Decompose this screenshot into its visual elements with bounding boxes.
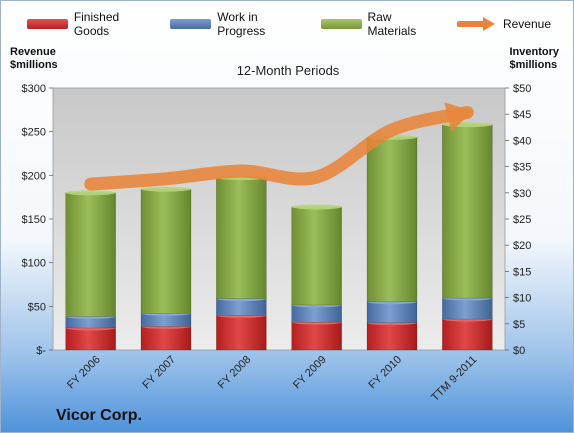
right-tick-label: $15 [513, 266, 531, 278]
left-tick-label: $150 [22, 214, 46, 226]
left-axis-title: Revenue $millions [10, 46, 58, 72]
legend-swatch-finished-goods [27, 19, 68, 29]
right-tick-label: $45 [513, 109, 531, 121]
legend-label-wip: Work in Progress [217, 10, 266, 38]
right-tick-label: $5 [513, 319, 525, 331]
x-tick-label: FY 2010 [366, 354, 404, 392]
bar-raw-materials [216, 177, 267, 299]
legend-arrow-icon [456, 17, 495, 31]
bar-finished-goods [140, 326, 192, 351]
right-tick-label: $40 [513, 135, 531, 147]
bar-raw-materials [291, 206, 342, 306]
chart-subtitle: 12-Month Periods [236, 63, 340, 78]
x-axis-labels: FY 2006 FY 2007 FY 2008 FY 2009 FY 2010 TTM 9… [65, 354, 479, 404]
bar-wip [216, 298, 267, 316]
x-tick-label: TTM 9-2011 [429, 354, 479, 404]
bar-finished-goods [366, 322, 418, 351]
bar-raw-materials [442, 124, 493, 299]
revenue-arrowhead [444, 102, 474, 132]
bar-raw-materials [366, 136, 418, 303]
legend-item-raw-materials: Raw Materials [320, 10, 435, 38]
right-axis-ticks: $0 $5 $10 $15 $20 $25 $30 $35 $40 $45 $50 [505, 83, 531, 357]
left-tick-label: $100 [22, 258, 46, 270]
bar-finished-goods [65, 327, 116, 351]
left-axis-ticks: $- $50 $100 $150 $200 $250 $300 [22, 83, 53, 357]
bar-raw-materials-top [65, 190, 116, 196]
right-axis-title: Inventory $millions [509, 46, 559, 72]
left-tick-label: $- [36, 345, 46, 357]
bar-raw-materials-top [291, 204, 342, 210]
bar-wip [366, 301, 418, 324]
legend-item-revenue: Revenue [456, 17, 551, 31]
bar-finished-goods [442, 318, 493, 351]
right-axis-title-line2: $millions [509, 59, 558, 71]
right-tick-label: $35 [513, 162, 531, 174]
bar-raw-materials [65, 192, 116, 317]
right-tick-label: $30 [513, 188, 531, 200]
company-name: Vicor Corp. [56, 407, 142, 424]
left-tick-label: $300 [22, 83, 46, 95]
bar-finished-goods [216, 315, 267, 351]
legend-label-finished-goods: Finished Goods [73, 10, 120, 38]
revenue-line [84, 105, 474, 191]
bar-wip [291, 304, 342, 323]
plot-area [52, 87, 506, 351]
right-axis-title-line1: Inventory [509, 46, 559, 58]
x-tick-label: FY 2008 [216, 354, 254, 392]
right-tick-label: $0 [513, 345, 525, 357]
left-tick-label: $200 [22, 170, 46, 182]
right-tick-label: $20 [513, 240, 531, 252]
legend-item-finished-goods: Finished Goods [27, 10, 148, 38]
left-tick-label: $250 [22, 127, 46, 139]
legend-swatch-raw-materials [320, 19, 362, 29]
x-tick-label: FY 2009 [291, 354, 329, 392]
right-tick-label: $10 [513, 293, 531, 305]
bar-wip [442, 297, 493, 320]
left-tick-label: $50 [28, 301, 46, 313]
right-tick-label: $25 [513, 214, 531, 226]
left-axis-title-line1: Revenue [10, 46, 56, 58]
right-tick-label: $50 [513, 83, 531, 95]
legend-label-raw-materials: Raw Materials [367, 10, 417, 38]
legend-label-revenue: Revenue [502, 17, 551, 31]
legend-item-wip: Work in Progress [170, 10, 298, 38]
x-tick-label: FY 2007 [140, 354, 178, 392]
bar-raw-materials-top [141, 186, 191, 192]
bar-raw-materials [140, 188, 192, 314]
revenue-series [84, 102, 474, 191]
x-tick-label: FY 2006 [65, 354, 103, 392]
bar-finished-goods [291, 321, 342, 351]
legend: Finished Goods Work in Progress Raw Mate… [27, 10, 573, 38]
legend-swatch-wip [170, 19, 212, 29]
left-axis-title-line2: $millions [10, 59, 58, 71]
